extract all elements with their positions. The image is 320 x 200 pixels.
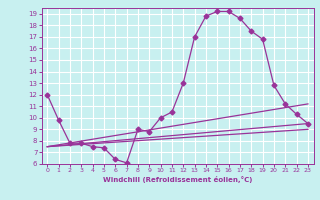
X-axis label: Windchill (Refroidissement éolien,°C): Windchill (Refroidissement éolien,°C) — [103, 176, 252, 183]
